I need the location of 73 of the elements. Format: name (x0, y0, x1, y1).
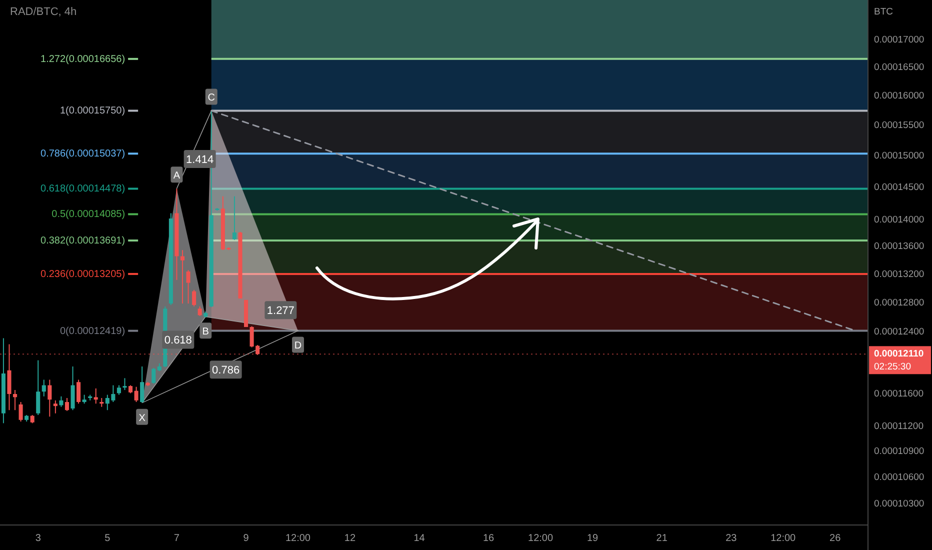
x-tick-label: 12:00 (770, 533, 796, 544)
text: RAD/BTC, 4h (10, 6, 77, 18)
candlestick (12, 390, 18, 411)
y-tick-label: 0.00017000 (874, 34, 924, 46)
ref-line-label: 0.786(0.00015037) (40, 148, 126, 160)
x-tick-label: 9 (243, 533, 250, 544)
ref-line-label: 1.272(0.00016656) (40, 54, 126, 65)
candlestick (186, 270, 190, 304)
ref-line-label: 0.00012110 (874, 348, 924, 360)
y-tick-label: 0.00014500 (874, 182, 924, 193)
candlestick (7, 344, 12, 411)
candlestick (94, 388, 98, 404)
y-axis-title: BTC (874, 6, 894, 18)
x-tick-label: 5 (104, 533, 111, 544)
ref-line-label: 1(0.00015750) (60, 106, 126, 117)
candlestick (192, 289, 196, 307)
candlestick (53, 400, 58, 414)
y-tick-label: 0.00015500 (874, 120, 924, 132)
candlestick (70, 366, 75, 411)
ref-line-label: 0.5(0.00014085) (52, 209, 126, 220)
y-tick-label: 0.00014000 (874, 214, 924, 226)
x-tick-label: 23 (726, 533, 738, 544)
candlestick (59, 396, 64, 408)
x-tick-label: 12 (344, 533, 356, 544)
ref-line-label: 0.618(0.00014478) (40, 184, 126, 195)
candlestick (198, 306, 202, 316)
y-tick-label: 0.00012400 (874, 326, 924, 338)
y-tick-label: 0.00013600 (874, 241, 924, 252)
y-tick-label: 0.00011200 (874, 421, 924, 432)
x-tick-label: 16 (483, 533, 495, 544)
x-tick-label: 21 (656, 533, 668, 544)
x-tick-label: 14 (414, 533, 426, 544)
ref-line-label: 0.382(0.00013691) (40, 235, 126, 246)
y-tick-label: 0.00010900 (874, 446, 924, 458)
ref-line-label: 0(0.00012419) (60, 326, 126, 337)
annotation: X (138, 412, 146, 424)
annotation: A (173, 170, 180, 182)
annotation: 0.786 (212, 364, 240, 377)
candlestick (48, 379, 52, 418)
candlestick (152, 368, 156, 384)
annotation: C (208, 92, 215, 104)
candlestick (180, 250, 185, 304)
candlestick (42, 379, 46, 397)
annotation: 1.414 (186, 154, 214, 166)
annotation: D (294, 340, 302, 352)
ref-line-label: 0.236(0.00013205) (40, 268, 126, 280)
x-tick-label: 12:00 (285, 533, 311, 544)
y-tick-label: 0.00011600 (874, 388, 924, 400)
y-tick-label: 0.00015000 (874, 150, 924, 162)
candlestick (76, 379, 81, 404)
candlestick (232, 196, 236, 240)
annotation: B (202, 326, 210, 338)
x-tick-label: 19 (586, 533, 599, 544)
candlestick (18, 402, 23, 422)
candlestick (122, 378, 127, 391)
x-tick-label: 7 (174, 533, 180, 544)
candlestick (134, 386, 138, 403)
annotation: 0.618 (164, 334, 192, 347)
candlestick (64, 397, 70, 412)
annotation: 1.277 (266, 305, 294, 318)
y-tick-label: 0.00012800 (874, 297, 924, 308)
text: 02:25:30 (874, 362, 911, 373)
y-tick-label: 0.00010300 (874, 498, 924, 510)
y-tick-label: 0.00016500 (874, 62, 924, 74)
y-tick-label: 0.00016000 (874, 90, 924, 102)
x-tick-label: 3 (35, 533, 42, 544)
y-tick-label: 0.00010600 (874, 472, 924, 484)
candlestick (36, 360, 40, 416)
x-tick-label: 26 (830, 533, 842, 544)
candlestick (140, 366, 144, 404)
x-tick-label: 12:00 (528, 533, 554, 544)
y-tick-label: 0.00013200 (874, 268, 924, 280)
candlestick (116, 384, 121, 396)
